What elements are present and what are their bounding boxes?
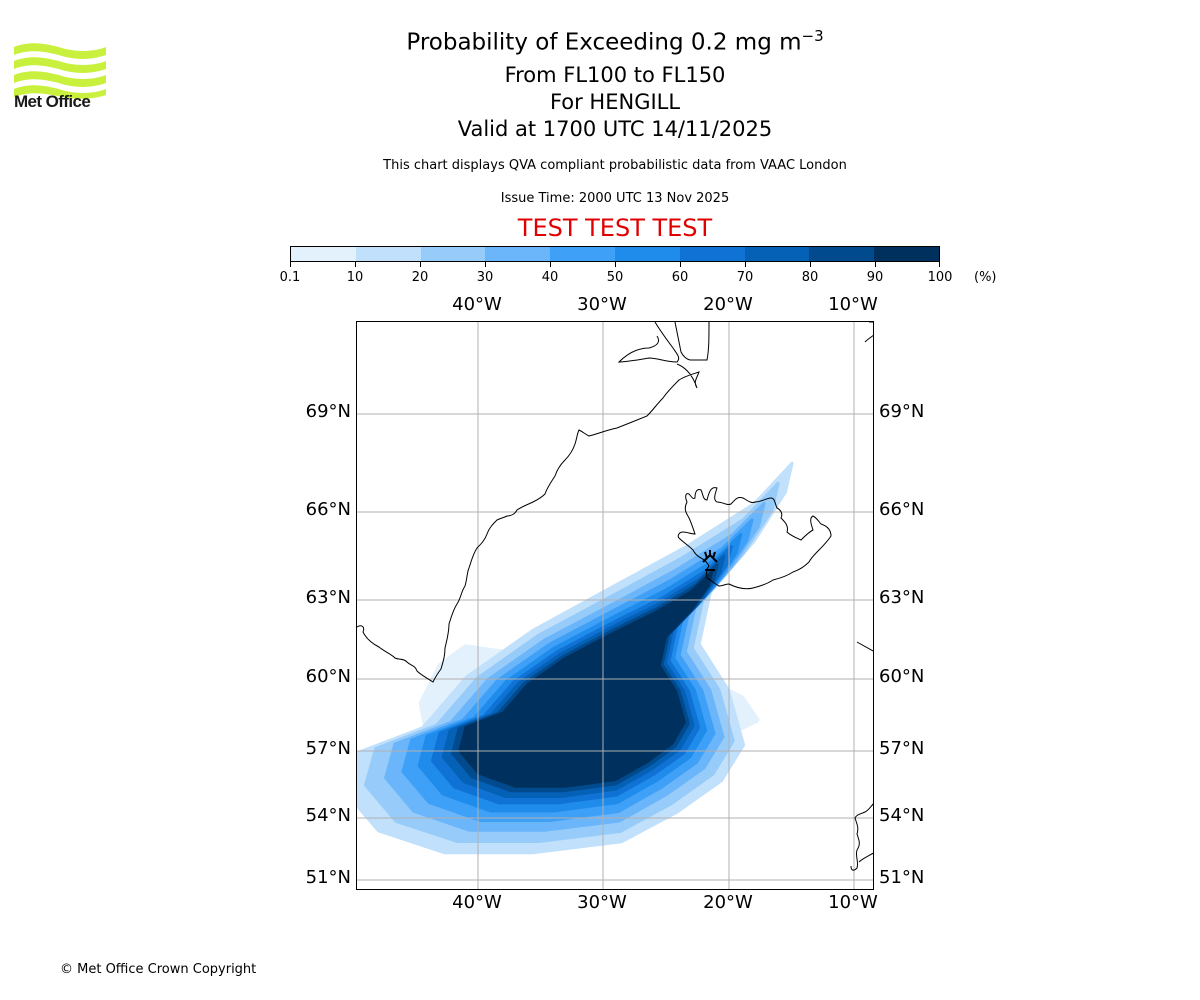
lat-label-left: 63°N: [305, 587, 351, 608]
lat-label-left: 57°N: [305, 738, 351, 759]
colorbar-segment: [550, 247, 615, 261]
map-panel[interactable]: [356, 321, 874, 890]
colorbar-segment: [809, 247, 875, 261]
colorbar-tick-label: 40: [541, 270, 559, 285]
chart-title: Probability of Exceeding 0.2 mg m−3: [0, 27, 1200, 56]
colorbar-segment: [744, 247, 810, 261]
lon-label-bottom: 40°W: [452, 892, 502, 913]
colorbar-tick: [485, 262, 486, 267]
coastline-greenland-fjord: [674, 322, 710, 361]
lat-label-right: 69°N: [879, 401, 925, 422]
colorbar-tick: [680, 262, 681, 267]
colorbar-tick: [875, 262, 876, 267]
colorbar-segment: [355, 247, 421, 261]
lat-label-left: 66°N: [305, 499, 351, 520]
colorbar-tick-label: 80: [801, 270, 819, 285]
lon-label-bottom: 10°W: [828, 892, 878, 913]
copyright-notice: © Met Office Crown Copyright: [60, 962, 257, 977]
lat-label-right: 63°N: [879, 587, 925, 608]
lon-label-top: 10°W: [828, 294, 878, 315]
colorbar-tick-label: 10: [346, 270, 364, 285]
lat-label-left: 54°N: [305, 805, 351, 826]
valid-time: Valid at 1700 UTC 14/11/2025: [457, 117, 773, 141]
lat-label-right: 60°N: [879, 666, 925, 687]
volcano-name: For HENGILL: [549, 90, 681, 114]
lon-label-top: 40°W: [452, 294, 502, 315]
logo-text: Met Office: [14, 92, 91, 111]
colorbar-tick: [420, 262, 421, 267]
colorbar-tick-label: 100: [927, 270, 953, 285]
lat-label-left: 69°N: [305, 401, 351, 422]
issue-time: Issue Time: 2000 UTC 13 Nov 2025: [500, 191, 730, 206]
colorbar-tick: [745, 262, 746, 267]
coastlines: [357, 322, 873, 871]
met-office-logo-icon: [14, 43, 106, 99]
lat-label-right: 51°N: [879, 867, 925, 888]
colorbar: [290, 246, 940, 262]
colorbar-tick: [810, 262, 811, 267]
colorbar-tick: [290, 262, 291, 267]
colorbar-unit: (%): [974, 270, 997, 285]
colorbar-segment: [874, 247, 939, 261]
colorbar-segment: [614, 247, 680, 261]
lon-label-bottom: 30°W: [577, 892, 627, 913]
coastline-greenland: [357, 363, 700, 683]
colorbar-tick-label: 90: [866, 270, 884, 285]
colorbar-tick-label: 60: [671, 270, 689, 285]
chart-description: This chart displays QVA compliant probab…: [383, 158, 847, 173]
map-canvas: [357, 322, 873, 889]
colorbar-tick-label: 0.1: [279, 270, 301, 285]
flight-level-range: From FL100 to FL150: [504, 63, 726, 87]
coastline-greenland-north: [617, 322, 680, 363]
volcano-marker-icon: [702, 550, 718, 571]
colorbar-tick-label: 50: [606, 270, 624, 285]
graticule: [357, 322, 873, 889]
colorbar-segment: [420, 247, 486, 261]
colorbar-tick-label: 30: [476, 270, 494, 285]
ash-plume-layer: [357, 461, 794, 855]
colorbar-segment: [291, 247, 356, 261]
lat-label-right: 57°N: [879, 738, 925, 759]
colorbar-tick: [550, 262, 551, 267]
test-banner: TEST TEST TEST: [517, 214, 713, 242]
colorbar-segment: [679, 247, 745, 261]
lat-label-right: 54°N: [879, 805, 925, 826]
lat-label-right: 66°N: [879, 499, 925, 520]
coastline-iceland: [677, 487, 832, 590]
colorbar-tick: [615, 262, 616, 267]
colorbar-segment: [485, 247, 551, 261]
lon-label-top: 20°W: [703, 294, 753, 315]
chart-title-text: Probability of Exceeding 0.2 mg m: [406, 29, 802, 56]
chart-title-superscript: −3: [801, 27, 824, 45]
lon-label-top: 30°W: [577, 294, 627, 315]
colorbar-tick: [939, 262, 940, 267]
colorbar-tick-label: 70: [736, 270, 754, 285]
lat-label-left: 60°N: [305, 666, 351, 687]
colorbar-tick-label: 20: [411, 270, 429, 285]
lon-label-bottom: 20°W: [703, 892, 753, 913]
lat-label-left: 51°N: [305, 867, 351, 888]
colorbar-tick: [355, 262, 356, 267]
coastline-ireland: [850, 641, 873, 871]
